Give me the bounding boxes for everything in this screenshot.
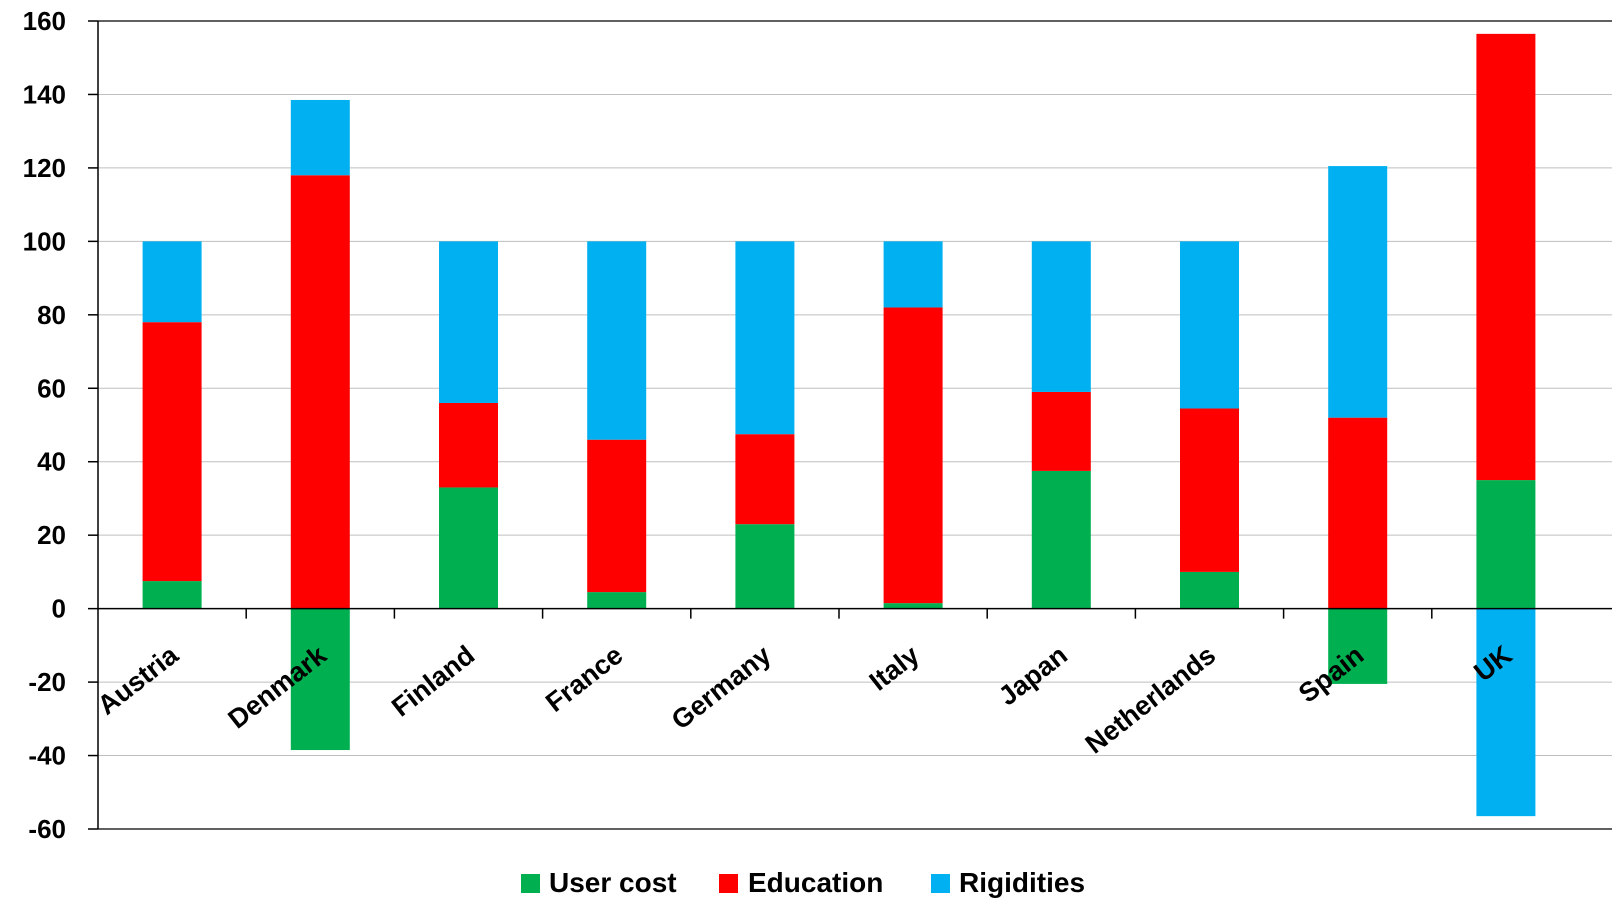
bar-austria-user-cost bbox=[142, 581, 202, 609]
y-tick-label: -60 bbox=[28, 814, 66, 844]
bar-netherlands-education bbox=[1180, 408, 1239, 572]
y-tick-label: 20 bbox=[37, 520, 66, 550]
bar-japan-user-cost bbox=[1031, 470, 1091, 609]
bar-italy-education bbox=[883, 307, 943, 604]
x-tick-label-japan: Japan bbox=[993, 640, 1073, 712]
y-tick-label: 60 bbox=[37, 373, 66, 403]
y-tick-labels: -60 -40 -20 0 20 40 60 80 100 120 140 160 bbox=[23, 6, 66, 844]
legend-swatch-rigidities bbox=[931, 874, 950, 893]
x-tick-label-netherlands: Netherlands bbox=[1080, 640, 1221, 760]
bar-japan-rigidities bbox=[1031, 241, 1091, 392]
y-tick-label: 100 bbox=[23, 226, 66, 256]
bar-austria-rigidities bbox=[142, 241, 202, 323]
bar-finland-user-cost bbox=[439, 487, 498, 609]
bar-finland-education bbox=[439, 402, 498, 488]
y-tick-label: 120 bbox=[23, 153, 66, 183]
bar-uk-education bbox=[1476, 33, 1536, 481]
y-tick-label: 80 bbox=[37, 300, 66, 330]
bar-netherlands-user-cost bbox=[1180, 571, 1239, 609]
legend-label-user-cost: User cost bbox=[549, 867, 677, 898]
bar-uk-rigidities bbox=[1476, 608, 1536, 817]
bar-france-rigidities bbox=[587, 241, 647, 440]
bar-france-user-cost bbox=[587, 592, 647, 609]
bar-finland-rigidities bbox=[439, 241, 498, 403]
legend-label-education: Education bbox=[748, 867, 883, 898]
legend: User cost Education Rigidities bbox=[521, 867, 1085, 898]
x-tick-label-italy: Italy bbox=[864, 640, 925, 697]
y-tick-label: -40 bbox=[28, 741, 66, 771]
legend-swatch-user-cost bbox=[521, 874, 540, 893]
y-tick-label: -20 bbox=[28, 667, 66, 697]
bar-denmark-education bbox=[290, 175, 350, 609]
y-tick-label: 140 bbox=[23, 79, 66, 109]
bar-denmark-rigidities bbox=[290, 99, 350, 176]
bar-spain-education bbox=[1328, 417, 1388, 609]
y-tick-label: 40 bbox=[37, 447, 66, 477]
y-tick-label: 0 bbox=[52, 594, 66, 624]
bar-france-education bbox=[587, 439, 647, 593]
legend-label-rigidities: Rigidities bbox=[959, 867, 1085, 898]
bar-austria-education bbox=[142, 322, 202, 582]
bar-spain-user-cost bbox=[1328, 608, 1388, 684]
x-tick-label-austria: Austria bbox=[92, 639, 185, 721]
bar-netherlands-rigidities bbox=[1180, 241, 1239, 409]
bar-uk-user-cost bbox=[1476, 480, 1536, 609]
bar-germany-user-cost bbox=[735, 524, 795, 609]
bar-germany-rigidities bbox=[735, 241, 795, 435]
bar-spain-rigidities bbox=[1328, 166, 1388, 418]
bars bbox=[142, 33, 1536, 817]
legend-swatch-education bbox=[719, 874, 738, 893]
bar-japan-education bbox=[1031, 391, 1091, 471]
axes bbox=[88, 20, 1612, 830]
x-tick-label-france: France bbox=[540, 640, 628, 718]
y-tick-label: 160 bbox=[23, 6, 66, 36]
bar-germany-education bbox=[735, 434, 795, 525]
bar-italy-rigidities bbox=[883, 241, 943, 308]
x-tick-label-germany: Germany bbox=[666, 640, 777, 736]
bar-italy-user-cost bbox=[883, 603, 943, 609]
x-tick-label-finland: Finland bbox=[386, 640, 480, 723]
bar-denmark-user-cost bbox=[290, 608, 350, 751]
